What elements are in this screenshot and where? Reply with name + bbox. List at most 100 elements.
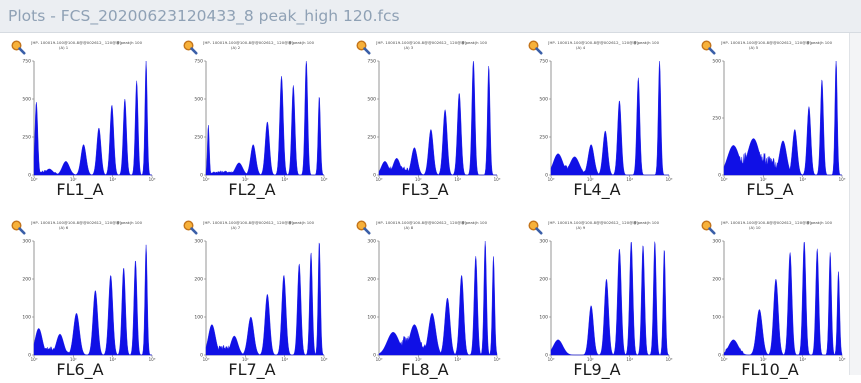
plot-peak-tag: 8 peak|h 100 (806, 220, 832, 225)
x-tick-label: 10⁰ (376, 177, 383, 182)
x-tick-label: 10² (415, 357, 422, 362)
y-tick-label: 300 (712, 239, 721, 245)
y-tick-label: 250 (712, 116, 721, 122)
plot-peak-tag: 8 peak|h 100 (461, 220, 487, 225)
histogram-chart: 0 100 200 300 10⁰ 10² 10⁴ 10⁶ (22, 239, 156, 363)
histogram-area (723, 60, 842, 176)
histogram-plot-fl7_a: [HP- 100019-100@100-8@@002612_ 120@@] (A)… (172, 213, 332, 383)
y-tick-label: 300 (22, 239, 31, 245)
x-tick-label: 10⁶ (494, 357, 501, 362)
y-tick-label: 500 (539, 97, 548, 103)
histogram-area (550, 241, 670, 356)
y-tick-label: 100 (194, 315, 203, 321)
y-tick-label: 500 (712, 59, 721, 65)
plot-channel-label: FL5_A (746, 180, 794, 199)
x-tick-label: 10⁰ (203, 357, 210, 362)
magnifier-zoom-icon[interactable] (527, 219, 543, 235)
x-tick-label: 10⁴ (454, 357, 461, 362)
magnifier-zoom-icon[interactable] (182, 39, 198, 55)
histogram-area (33, 61, 152, 176)
histogram-area (378, 241, 498, 356)
x-tick-label: 10⁴ (799, 177, 806, 182)
magnifier-zoom-icon[interactable] (10, 219, 26, 235)
y-tick-label: 0 (200, 173, 203, 179)
x-tick-label: 10⁶ (149, 357, 156, 362)
histogram-area (205, 60, 325, 176)
x-tick-label: 10² (587, 357, 594, 362)
magnifier-zoom-icon[interactable] (700, 219, 716, 235)
magnifier-zoom-icon[interactable] (355, 219, 371, 235)
plot-channel-label: FL4_A (573, 180, 621, 199)
plot-sub-text: (A) 1 (59, 45, 69, 50)
magnifier-zoom-icon[interactable] (355, 39, 371, 55)
x-tick-label: 10² (242, 357, 249, 362)
y-tick-label: 500 (367, 97, 376, 103)
y-tick-label: 0 (373, 173, 376, 179)
histogram-area (378, 60, 497, 176)
magnifier-zoom-icon[interactable] (700, 39, 716, 55)
x-tick-label: 10⁰ (31, 357, 38, 362)
histogram-chart: 0 100 200 300 10⁰ 10² 10⁴ 10⁶ (367, 239, 501, 363)
plot-sub-text: (A) 9 (576, 225, 586, 230)
plots-panel: [HP- 100019-100@100-8@@002612_ 120@@] (A)… (0, 33, 861, 379)
y-tick-label: 250 (22, 135, 31, 141)
y-tick-label: 250 (194, 135, 203, 141)
y-tick-label: 0 (718, 353, 721, 359)
x-tick-label: 10⁰ (203, 177, 210, 182)
y-tick-label: 300 (539, 239, 548, 245)
plot-sub-text: (A) 2 (231, 45, 241, 50)
plot-sub-text: (A) 6 (59, 225, 69, 230)
plot-header-text: [HP- 100019-100@100-8@@002612_ 120@@] (203, 220, 294, 225)
plot-peak-tag: 8 peak|h 100 (288, 40, 314, 45)
y-tick-label: 0 (718, 173, 721, 179)
y-tick-label: 200 (22, 277, 31, 283)
y-tick-label: 500 (194, 97, 203, 103)
x-tick-label: 10⁶ (494, 177, 501, 182)
plot-channel-label: FL6_A (56, 360, 104, 379)
x-tick-label: 10⁶ (149, 177, 156, 182)
y-tick-label: 0 (28, 173, 31, 179)
y-tick-label: 250 (367, 135, 376, 141)
x-tick-label: 10⁰ (721, 357, 728, 362)
plot-header-text: [HP- 100019-100@100-8@@002612_ 120@@] (31, 40, 122, 45)
y-tick-label: 100 (367, 315, 376, 321)
x-tick-label: 10⁶ (321, 177, 328, 182)
y-tick-label: 100 (22, 315, 31, 321)
window-titlebar: Plots - FCS_20200623120433_8 peak_high 1… (0, 0, 861, 33)
x-tick-label: 10⁴ (799, 357, 806, 362)
y-tick-label: 300 (367, 239, 376, 245)
y-tick-label: 200 (539, 277, 548, 283)
x-tick-label: 10⁴ (281, 177, 288, 182)
x-tick-label: 10⁰ (376, 357, 383, 362)
plot-sub-text: (A) 8 (404, 225, 414, 230)
histogram-plot-fl6_a: [HP- 100019-100@100-8@@002612_ 120@@] (A)… (0, 213, 160, 383)
vertical-scrollbar[interactable] (849, 33, 861, 375)
x-tick-label: 10² (70, 177, 77, 182)
magnifier-zoom-icon[interactable] (10, 39, 26, 55)
plot-header-text: [HP- 100019-100@100-8@@002612_ 120@@] (31, 220, 122, 225)
histogram-plot-fl4_a: [HP- 100019-100@100-8@@002612_ 120@@] (A)… (517, 33, 677, 203)
plot-header-text: [HP- 100019-100@100-8@@002612_ 120@@] (203, 40, 294, 45)
plot-sub-text: (A) 4 (576, 45, 586, 50)
plot-peak-tag: 8 peak|h 100 (633, 220, 659, 225)
histogram-plot-fl2_a: [HP- 100019-100@100-8@@002612_ 120@@] (A)… (172, 33, 332, 203)
x-tick-label: 10⁶ (666, 177, 673, 182)
magnifier-zoom-icon[interactable] (182, 219, 198, 235)
x-tick-label: 10² (587, 177, 594, 182)
histogram-chart: 0 250 500 750 10⁰ 10² 10⁴ 10⁶ (539, 59, 673, 183)
x-tick-label: 10⁴ (109, 177, 116, 182)
y-tick-label: 500 (22, 97, 31, 103)
plot-channel-label: FL3_A (401, 180, 449, 199)
x-tick-label: 10² (70, 357, 77, 362)
histogram-area (550, 61, 669, 176)
x-tick-label: 10⁶ (839, 177, 846, 182)
plot-peak-tag: 8 peak|h 100 (461, 40, 487, 45)
y-tick-label: 750 (194, 59, 203, 65)
y-tick-label: 0 (373, 353, 376, 359)
y-tick-label: 300 (194, 239, 203, 245)
plot-channel-label: FL8_A (401, 360, 449, 379)
plot-channel-label: FL10_A (741, 360, 799, 379)
plot-peak-tag: 8 peak|h 100 (633, 40, 659, 45)
magnifier-zoom-icon[interactable] (527, 39, 543, 55)
x-tick-label: 10⁴ (626, 177, 633, 182)
